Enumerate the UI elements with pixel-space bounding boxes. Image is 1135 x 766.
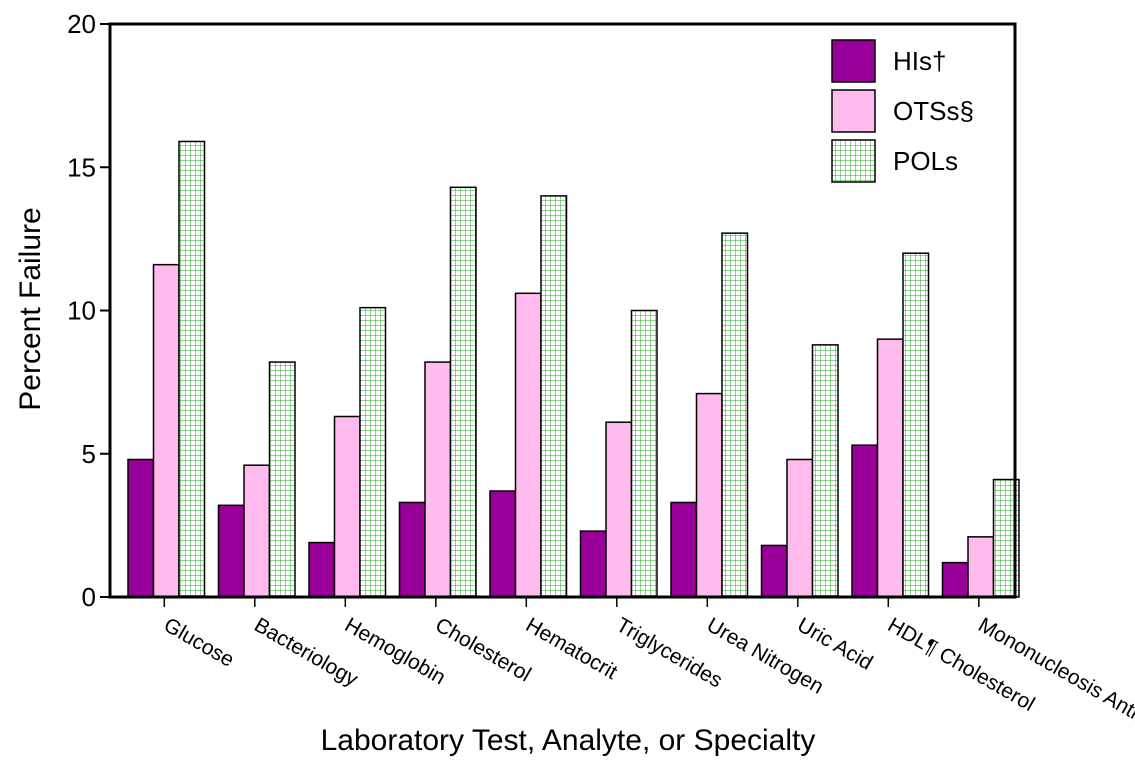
legend-label: OTSs§ <box>893 96 974 126</box>
bar <box>359 306 387 598</box>
legend-swatch <box>831 89 876 133</box>
bar <box>398 501 426 598</box>
bar <box>449 186 477 598</box>
bar <box>489 490 517 598</box>
bar <box>579 530 607 598</box>
bar <box>127 458 155 598</box>
bar <box>670 501 698 598</box>
y-axis-title: Percent Failure <box>14 207 47 410</box>
y-tick-label: 0 <box>82 582 96 612</box>
legend-label: POLs <box>893 146 958 176</box>
legend-label: HIs† <box>893 46 946 76</box>
bar <box>540 195 568 598</box>
x-tick-label: Cholesterol <box>431 613 535 686</box>
bar <box>876 338 904 598</box>
y-tick-label: 5 <box>82 439 96 469</box>
bar <box>178 140 206 598</box>
legend-swatch <box>831 39 876 83</box>
bar <box>902 252 930 598</box>
bar <box>424 361 452 598</box>
bar <box>243 464 271 598</box>
x-tick-label: HDL¶ Cholesterol <box>884 613 1039 716</box>
bar <box>851 444 879 598</box>
bar <box>268 361 296 598</box>
bar <box>760 544 788 598</box>
x-axis-title: Laboratory Test, Analyte, or Specialty <box>321 724 816 757</box>
x-tick-label: Hematocrit <box>522 613 622 684</box>
plot-frame <box>108 22 1017 599</box>
legend-swatch <box>831 139 876 183</box>
bar <box>514 292 542 598</box>
bar <box>941 561 969 598</box>
bar <box>967 536 995 598</box>
bar <box>308 541 336 598</box>
bar <box>786 458 814 598</box>
bar <box>333 415 361 598</box>
bar <box>811 344 839 598</box>
bar <box>152 263 180 598</box>
bar <box>695 392 723 598</box>
bar <box>217 504 245 598</box>
bar <box>605 421 633 598</box>
y-tick-label: 20 <box>67 9 96 39</box>
bar <box>630 309 658 598</box>
y-tick-label: 10 <box>67 296 96 326</box>
y-tick-label: 15 <box>67 152 96 182</box>
bar <box>721 232 749 598</box>
x-tick-label: Glucose <box>160 613 238 671</box>
